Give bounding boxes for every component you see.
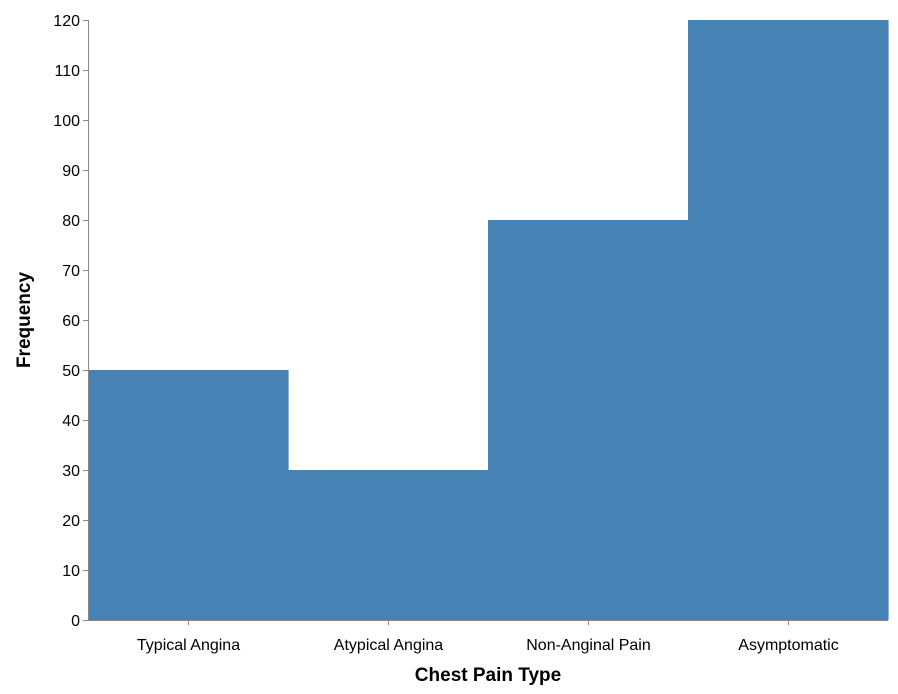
y-tick-label: 110 [54,63,80,80]
y-tick-label: 20 [62,513,80,530]
y-tick-label: 120 [53,13,80,30]
area-layer [88,20,889,620]
y-tick-label: 10 [62,563,80,580]
y-tick-label: 30 [62,463,80,480]
y-tick-label: 90 [62,163,80,180]
x-tick-label: Typical Angina [137,637,240,654]
y-tick-label: 80 [62,213,80,230]
x-tick-label: Asymptomatic [738,637,838,654]
y-tick-label: 60 [62,313,80,330]
area-step-asymptomatic [688,20,889,620]
area-step-atypical-angina [288,470,489,620]
x-axis: Typical Angina Atypical Angina Non-Anginal… [88,620,888,654]
y-tick-label: 40 [62,413,80,430]
x-tick-label: Atypical Angina [334,637,444,654]
y-tick-label: 70 [62,263,80,280]
y-tick-label: 50 [62,363,80,380]
y-tick-label: 0 [71,613,80,630]
y-tick-label: 100 [53,113,80,130]
y-axis-title: Frequency [14,272,35,369]
x-tick-label: Non-Anginal Pain [526,637,651,654]
area-step-non-anginal-pain [488,220,689,620]
y-axis: 0 10 20 30 40 50 60 70 80 90 100 110 120 [53,13,89,630]
x-axis-title: Chest Pain Type [415,665,561,686]
area-step-typical-angina [88,370,289,620]
